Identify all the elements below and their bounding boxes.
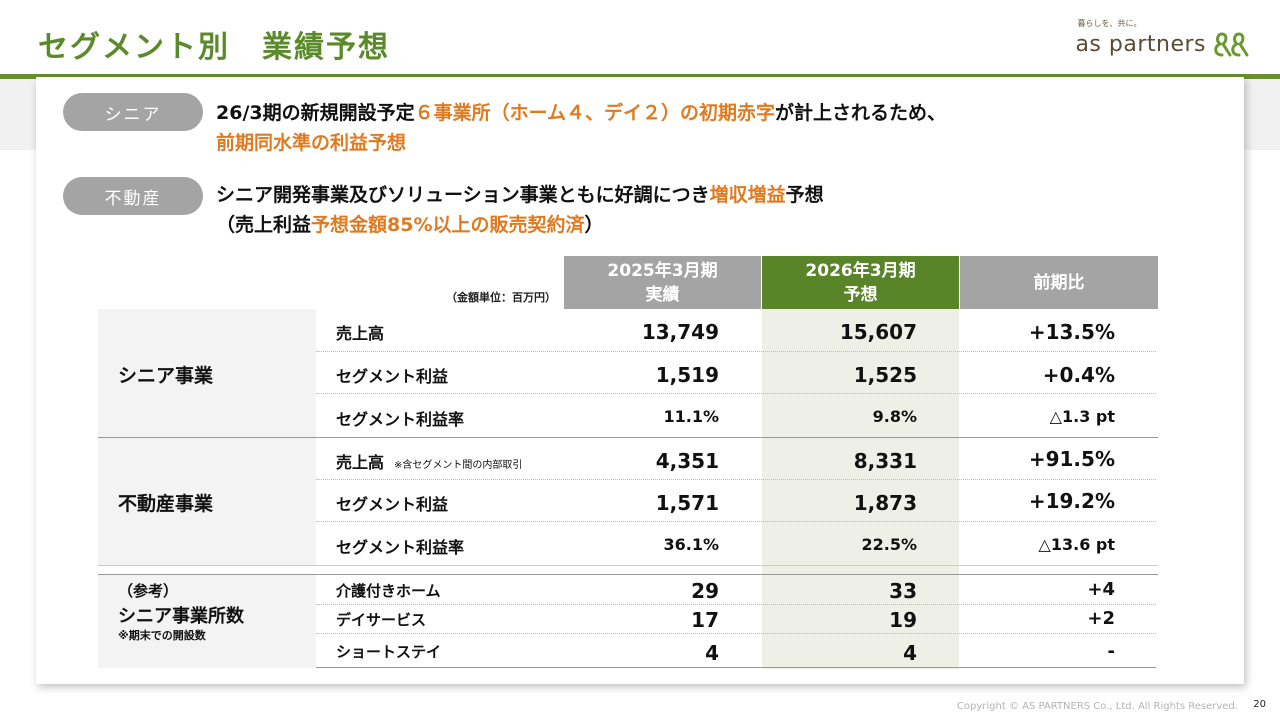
realestate-summary-highlight2: 予想金額85%以上の販売契約済 [311, 214, 585, 236]
table-row: ショートステイ [316, 634, 1156, 668]
realestate-summary-text-end: 予想 [785, 184, 824, 206]
company-logo: 暮らしを、共に。 as partners [1075, 18, 1250, 57]
senior-badge: シニア [63, 93, 203, 131]
senior-business-label: シニア事業 [118, 365, 214, 387]
logo-name: as partners [1075, 31, 1206, 57]
realestate-summary-line2: （売上利益予想金額85%以上の販売契約済） [216, 211, 604, 240]
section-divider [98, 565, 1158, 566]
value-forecast: 8,331 [853, 449, 917, 473]
reference-title: シニア事業所数 [118, 606, 244, 627]
senior-summary-highlight: ６事業所（ホーム４、デイ２）の初期赤字 [414, 102, 776, 124]
title-bar: セグメント別 業績予想 暮らしを、共に。 as partners [0, 0, 1280, 74]
table-row: セグメント利益 [316, 480, 1156, 522]
section-divider [98, 574, 1158, 575]
value-change: +13.5% [1028, 320, 1115, 344]
header-actual-line1: 2025年3月期 [607, 260, 718, 281]
value-change: - [1107, 641, 1115, 662]
table-row: 売上高 [316, 309, 1156, 352]
table-row: セグメント利益率 [316, 522, 1156, 565]
senior-summary-text-end: が計上されるため、 [775, 102, 947, 124]
value-actual: 36.1% [663, 535, 719, 554]
value-actual: 1,519 [655, 363, 719, 387]
header-change: 前期比 [960, 256, 1158, 309]
realestate-business-label: 不動産事業 [118, 493, 214, 515]
value-actual: 11.1% [663, 407, 719, 426]
header-actual-line2: 実績 [645, 284, 680, 305]
header-forecast-line2: 予想 [843, 284, 878, 305]
value-actual: 13,749 [641, 320, 719, 344]
page-number: 20 [1253, 699, 1266, 710]
logo-mark-icon [1214, 32, 1249, 57]
senior-summary-line2: 前期同水準の利益予想 [216, 132, 407, 154]
table-row: セグメント利益率 [316, 394, 1156, 437]
value-forecast: 1,873 [853, 491, 917, 515]
value-actual: 4 [705, 641, 719, 665]
value-change: +0.4% [1042, 363, 1115, 387]
header-forecast-line1: 2026年3月期 [805, 260, 916, 281]
value-actual: 17 [691, 608, 719, 632]
realestate-summary-line1: シニア開発事業及びソリューション事業ともに好調につき増収増益予想 [216, 181, 824, 210]
realestate-summary-highlight: 増収増益 [709, 184, 786, 206]
section-divider [98, 437, 1158, 438]
header-forecast: 2026年3月期 予想 [762, 256, 959, 309]
value-change: +19.2% [1028, 489, 1115, 513]
reference-note-label: （参考） [118, 582, 179, 600]
reference-label-cell: （参考） シニア事業所数 ※期末での開設数 [98, 575, 316, 668]
row-label: デイサービス [336, 611, 427, 629]
senior-business-label-cell: シニア事業 [98, 309, 316, 437]
realestate-business-label-cell: 不動産事業 [98, 438, 316, 565]
value-actual: 29 [691, 579, 719, 603]
row-label: セグメント利益 [336, 495, 449, 514]
table-row: セグメント利益 [316, 352, 1156, 394]
value-forecast: 4 [903, 641, 917, 665]
logo-tagline: 暮らしを、共に。 [1077, 19, 1142, 28]
row-label: セグメント利益 [336, 367, 449, 386]
value-forecast: 1,525 [853, 363, 917, 387]
header-change-label: 前期比 [1033, 272, 1085, 293]
value-change: +91.5% [1028, 447, 1115, 471]
value-forecast: 22.5% [861, 535, 917, 554]
value-forecast: 15,607 [839, 320, 917, 344]
row-label: 売上高 ※含セグメント間の内部取引 [336, 449, 522, 473]
row-note: ※含セグメント間の内部取引 [394, 460, 523, 471]
senior-summary-text: 26/3期の新規開設予定 [216, 102, 415, 124]
row-label: 売上高 [336, 324, 385, 343]
table-row: デイサービス [316, 605, 1156, 634]
value-change: +2 [1087, 608, 1115, 629]
page-title: セグメント別 業績予想 [38, 30, 390, 65]
table-row: 介護付きホーム [316, 575, 1156, 605]
value-change: +4 [1087, 579, 1115, 600]
senior-summary-line1: 26/3期の新規開設予定６事業所（ホーム４、デイ２）の初期赤字が計上されるため、 [216, 99, 946, 128]
row-label: ショートステイ [336, 643, 442, 661]
value-actual: 1,571 [655, 491, 719, 515]
value-actual: 4,351 [655, 449, 719, 473]
realestate-summary-text: シニア開発事業及びソリューション事業ともに好調につき [216, 184, 710, 206]
row-label-text: 売上高 [336, 453, 385, 472]
title-rule [0, 74, 1280, 79]
row-label: 介護付きホーム [336, 582, 441, 600]
header-actual: 2025年3月期 実績 [564, 256, 761, 309]
value-change: △1.3 pt [1049, 407, 1115, 426]
value-forecast: 33 [889, 579, 917, 603]
realestate-summary-paren-close: ） [584, 214, 604, 236]
value-change: △13.6 pt [1038, 535, 1115, 554]
forecast-column-bg [762, 575, 959, 668]
value-forecast: 19 [889, 608, 917, 632]
reference-footnote: ※期末での開設数 [118, 629, 206, 642]
value-forecast: 9.8% [872, 407, 917, 426]
realestate-badge: 不動産 [63, 177, 203, 215]
realestate-summary-paren-open: （売上利益 [216, 214, 312, 236]
row-label: セグメント利益率 [336, 538, 465, 557]
table-row: 売上高 ※含セグメント間の内部取引 [316, 438, 1156, 480]
copyright: Copyright © AS PARTNERS Co., Ltd. All Ri… [956, 701, 1238, 712]
unit-note: （金額単位：百万円） [446, 291, 556, 304]
row-label: セグメント利益率 [336, 410, 465, 429]
